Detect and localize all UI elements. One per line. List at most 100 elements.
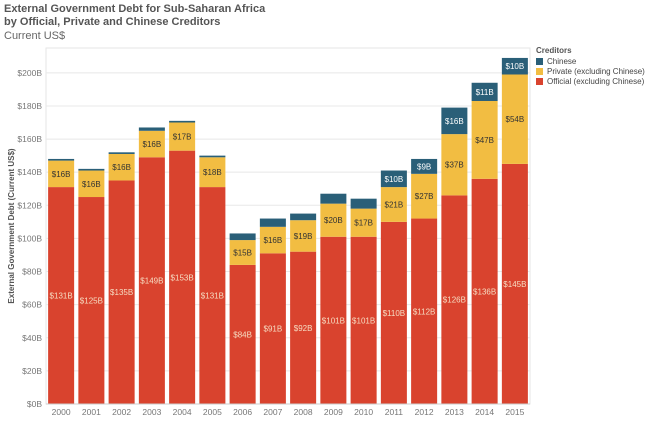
- bar-official[interactable]: [108, 180, 135, 404]
- bar-chinese[interactable]: [320, 193, 347, 204]
- x-tick-label: 2004: [173, 407, 192, 417]
- chart-subtitle: Current US$: [4, 30, 66, 42]
- data-label: $125B: [80, 297, 103, 306]
- data-label: $16B: [264, 236, 283, 245]
- bar-private[interactable]: [501, 74, 528, 164]
- x-tick-label: 2006: [233, 407, 252, 417]
- bar-official[interactable]: [411, 218, 438, 404]
- data-label: $84B: [233, 330, 252, 339]
- bar-private[interactable]: [259, 226, 286, 254]
- data-label: $54B: [506, 115, 525, 124]
- bar-chinese[interactable]: [411, 158, 438, 174]
- x-tick-label: 2002: [112, 407, 131, 417]
- x-tick-label: 2008: [294, 407, 313, 417]
- legend-item-private[interactable]: Private (excluding Chinese): [536, 66, 645, 76]
- data-label: $27B: [415, 192, 434, 201]
- bar-official[interactable]: [229, 264, 256, 404]
- bar-private[interactable]: [199, 157, 226, 188]
- bar-chinese[interactable]: [169, 120, 196, 123]
- chart-title-block: External Government Debt for Sub-Saharan…: [4, 3, 265, 43]
- legend-item-official[interactable]: Official (excluding Chinese): [536, 76, 645, 86]
- data-label: $112B: [413, 307, 436, 316]
- bar-private[interactable]: [78, 170, 105, 198]
- bar-chinese[interactable]: [441, 107, 468, 135]
- data-label: $91B: [264, 325, 283, 334]
- bar-chinese[interactable]: [501, 57, 528, 75]
- data-label: $131B: [201, 292, 224, 301]
- bar-private[interactable]: [229, 240, 256, 265]
- bar-chinese[interactable]: [229, 233, 256, 241]
- x-tick-label: 2014: [475, 407, 494, 417]
- bar-chinese[interactable]: [108, 152, 135, 154]
- bar-official[interactable]: [138, 157, 165, 404]
- y-tick-label: $120B: [17, 200, 42, 210]
- data-label: $37B: [445, 161, 464, 170]
- y-tick-label: $160B: [17, 134, 42, 144]
- bar-private[interactable]: [320, 203, 347, 237]
- bar-official[interactable]: [350, 236, 377, 404]
- data-label: $19B: [294, 232, 313, 241]
- bar-private[interactable]: [471, 100, 498, 179]
- bar-private[interactable]: [441, 134, 468, 196]
- bar-chinese[interactable]: [78, 168, 105, 171]
- y-tick-label: $80B: [22, 267, 42, 277]
- bar-official[interactable]: [290, 251, 317, 404]
- bar-private[interactable]: [290, 220, 317, 252]
- bar-private[interactable]: [411, 173, 438, 219]
- bar-official[interactable]: [501, 163, 528, 404]
- bar-private[interactable]: [48, 160, 75, 188]
- legend-swatch-private: [536, 67, 543, 75]
- bar-chinese[interactable]: [471, 82, 498, 101]
- data-label: $16B: [112, 163, 131, 172]
- x-tick-label: 2012: [415, 407, 434, 417]
- bar-chinese[interactable]: [350, 198, 377, 209]
- y-tick-label: $60B: [22, 300, 42, 310]
- data-label: $20B: [324, 216, 343, 225]
- bar-official[interactable]: [320, 236, 347, 404]
- y-tick-label: $180B: [17, 101, 42, 111]
- bar-official[interactable]: [380, 221, 407, 404]
- x-tick-label: 2013: [445, 407, 464, 417]
- bar-private[interactable]: [380, 187, 407, 222]
- bar-private[interactable]: [169, 122, 196, 151]
- x-tick-label: 2011: [385, 407, 404, 417]
- bar-private[interactable]: [108, 153, 135, 181]
- legend-swatch-chinese: [536, 57, 543, 65]
- bar-chinese[interactable]: [199, 155, 226, 158]
- bar-official[interactable]: [48, 187, 75, 404]
- bar-official[interactable]: [259, 253, 286, 404]
- legend-item-chinese[interactable]: Chinese: [536, 56, 645, 66]
- data-label: $11B: [476, 88, 494, 97]
- bar-official[interactable]: [169, 150, 196, 404]
- legend-label-private: Private (excluding Chinese): [547, 66, 645, 76]
- data-label: $18B: [203, 168, 222, 177]
- bar-chinese[interactable]: [290, 213, 317, 221]
- data-label: $16B: [143, 140, 162, 149]
- bar-private[interactable]: [138, 130, 165, 158]
- x-tick-label: 2007: [263, 407, 282, 417]
- bar-chinese[interactable]: [380, 170, 407, 188]
- bar-chinese[interactable]: [259, 218, 286, 227]
- legend-swatch-official: [536, 77, 543, 85]
- data-label: $145B: [503, 280, 526, 289]
- data-label: $149B: [140, 277, 163, 286]
- bar-official[interactable]: [441, 195, 468, 404]
- data-label: $16B: [52, 170, 71, 179]
- data-label: $101B: [322, 316, 345, 325]
- bar-official[interactable]: [78, 197, 105, 404]
- bar-chinese[interactable]: [48, 158, 75, 161]
- bar-official[interactable]: [471, 178, 498, 404]
- bar-private[interactable]: [350, 208, 377, 237]
- x-tick-label: 2009: [324, 407, 343, 417]
- bar-chinese[interactable]: [138, 127, 165, 131]
- data-label: $17B: [173, 133, 192, 142]
- y-tick-label: $140B: [17, 167, 42, 177]
- data-label: $110B: [383, 309, 406, 318]
- bar-official[interactable]: [199, 187, 226, 404]
- data-label: $131B: [50, 292, 73, 301]
- y-tick-label: $200B: [17, 68, 42, 78]
- data-label: $136B: [473, 287, 496, 296]
- y-tick-label: $0B: [27, 399, 42, 409]
- data-label: $47B: [475, 136, 494, 145]
